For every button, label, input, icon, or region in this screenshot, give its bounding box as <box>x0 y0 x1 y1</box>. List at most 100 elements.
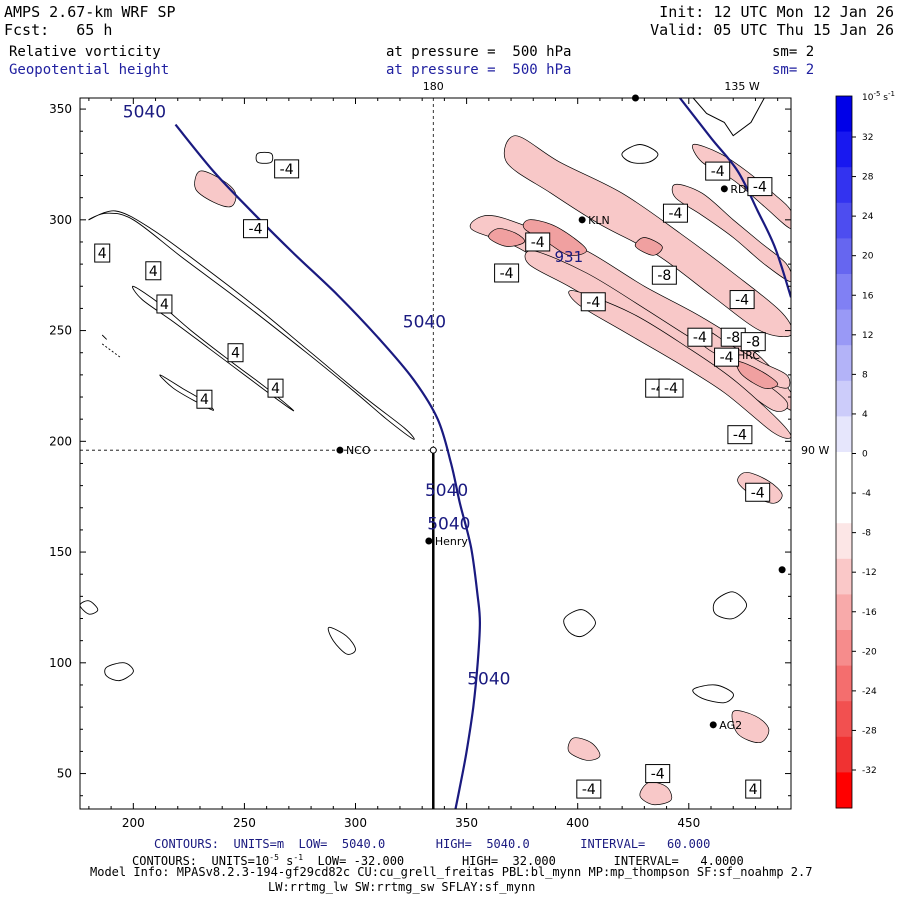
field2-name: Geopotential height <box>9 62 170 78</box>
footer-vort-a: CONTOURS: UNITS=10 <box>132 854 270 868</box>
vorticity-label-box <box>196 389 213 409</box>
colorbar-tick-label: 0 <box>862 450 868 460</box>
valid-time: Valid: 05 UTC Thu 15 Jan 26 <box>650 21 894 39</box>
vorticity-label: -4 <box>711 164 725 180</box>
colorbar-frame <box>835 95 853 809</box>
colorbar-segment <box>836 167 852 204</box>
colorbar-segment <box>836 416 852 453</box>
colorbar-segment <box>836 701 852 738</box>
station-marker <box>578 216 586 224</box>
vorticity-label: -4 <box>733 428 747 444</box>
negative-vorticity-region <box>639 781 673 806</box>
negative-vorticity-region <box>731 710 770 743</box>
colorbar-tick-label: 20 <box>862 252 874 262</box>
station-marker <box>425 537 433 545</box>
station-label: Henry <box>435 535 469 548</box>
colorbar-tick-label: -4 <box>862 489 871 499</box>
vorticity-shading <box>194 135 791 806</box>
vorticity-label: -4 <box>249 222 263 238</box>
colorbar-tick-label: -12 <box>862 568 877 578</box>
vorticity-label: 4 <box>231 346 240 362</box>
vorticity-label-box <box>658 378 684 398</box>
vorticity-label-box <box>745 482 771 502</box>
colorbar-segment <box>836 523 852 560</box>
fcst-label: Fcst: <box>4 21 50 39</box>
vorticity-label: -4 <box>735 293 749 309</box>
vorticity-label-box <box>267 378 284 398</box>
colorbar-segment <box>836 630 852 667</box>
station-marker <box>336 446 344 454</box>
x-tick-label: 200 <box>122 816 145 830</box>
colorbar-segment <box>836 202 852 239</box>
y-tick-label: 300 <box>49 213 72 227</box>
negative-vorticity-region <box>503 135 791 338</box>
vorticity-contour <box>104 662 134 682</box>
vorticity-label: -4 <box>531 235 545 251</box>
y-tick-label: 250 <box>49 324 72 338</box>
vorticity-label-box <box>94 243 111 263</box>
vorticity-label: 4 <box>98 246 107 262</box>
field2-pressure: at pressure = 500 hPa <box>386 62 572 78</box>
strong-negative-vorticity-region <box>522 219 587 256</box>
y-tick-label: 350 <box>49 102 72 116</box>
footer-model-info-2: LW:rrtmg_lw SW:rrtmg_sw SFLAY:sf_mynn <box>268 880 536 894</box>
init-time: Init: 12 UTC Mon 12 Jan 26 <box>659 3 894 21</box>
height-label: 5040 <box>123 102 166 122</box>
vorticity-labels: 4 4 4 4 4 4 -4 -4 -4 -4 -4 -4 -4 -4 -8 -4 -4 -8 -8 -4 -4 -4 -4… <box>94 159 773 799</box>
strong-negative-vorticity-region <box>736 361 779 389</box>
vorticity-contour-fragment <box>101 334 108 340</box>
colorbar-segment <box>836 487 852 524</box>
x-tick-label: 450 <box>677 816 700 830</box>
colorbar-segment <box>836 131 852 168</box>
footer-height-contours: CONTOURS: UNITS=m LOW= 5040.0 HIGH= 5040… <box>154 837 711 851</box>
footer-vort-contours: CONTOURS: UNITS=10-5 s-1 LOW= -32.000 HI… <box>132 851 744 868</box>
axes: 200 250 300 350 400 450 50 100 150 200 250 300 350 <box>49 98 791 830</box>
vorticity-label: -4 <box>664 381 678 397</box>
vorticity-contour <box>80 600 99 615</box>
reference-point <box>429 446 437 454</box>
y-tick-label: 150 <box>49 545 72 559</box>
footer-vort-exp2: -1 <box>293 853 304 862</box>
vorticity-contour <box>327 626 356 655</box>
vorticity-label-box <box>156 294 173 314</box>
plot-frame <box>79 97 792 810</box>
height-label: 5040 <box>427 514 470 534</box>
colorbar-segment <box>836 665 852 702</box>
meridian-label: 180 <box>423 80 444 93</box>
meridian-label: 135 W <box>724 80 759 93</box>
vorticity-label: -4 <box>280 162 294 178</box>
negative-vorticity-region <box>671 183 791 283</box>
vorticity-label-box <box>727 425 753 445</box>
colorbar-tick-label: 16 <box>862 291 874 301</box>
colorbar-unit: 10-5 s-1 <box>862 90 895 103</box>
vorticity-contour <box>692 684 734 704</box>
vorticity-label-box <box>645 764 671 784</box>
vorticity-label: -4 <box>751 485 765 501</box>
strong-negative-vorticity-region <box>488 228 525 247</box>
station-label: KLN <box>588 214 610 227</box>
model-title: AMPS 2.67-km WRF SP <box>4 3 176 21</box>
y-tick-label: 50 <box>57 767 72 781</box>
y-tick-label: 100 <box>49 656 72 670</box>
footer-vort-exp: -5 <box>269 853 279 862</box>
colorbar-tick-label: 32 <box>862 133 873 143</box>
colorbar-segment <box>836 274 852 311</box>
field1-smoothing: sm= 2 <box>772 44 815 60</box>
station-marker <box>709 721 717 729</box>
x-tick-label: 300 <box>344 816 367 830</box>
vorticity-label-box <box>494 263 520 283</box>
vorticity-label: -4 <box>651 767 665 783</box>
vorticity-label: 4 <box>200 392 209 408</box>
x-tick-label: 350 <box>455 816 478 830</box>
x-tick-label: 400 <box>566 816 589 830</box>
vorticity-label-box <box>662 203 688 223</box>
negative-vorticity-region <box>567 737 601 761</box>
vorticity-label-box <box>651 265 677 285</box>
vorticity-label-box <box>745 779 762 799</box>
height-label: 5040 <box>467 669 510 689</box>
vorticity-label-box <box>274 159 300 179</box>
height-labels: 5040 5040 5040 5040 5040 <box>123 102 511 689</box>
vorticity-label: -4 <box>753 180 767 196</box>
vorticity-label-box <box>687 327 713 347</box>
